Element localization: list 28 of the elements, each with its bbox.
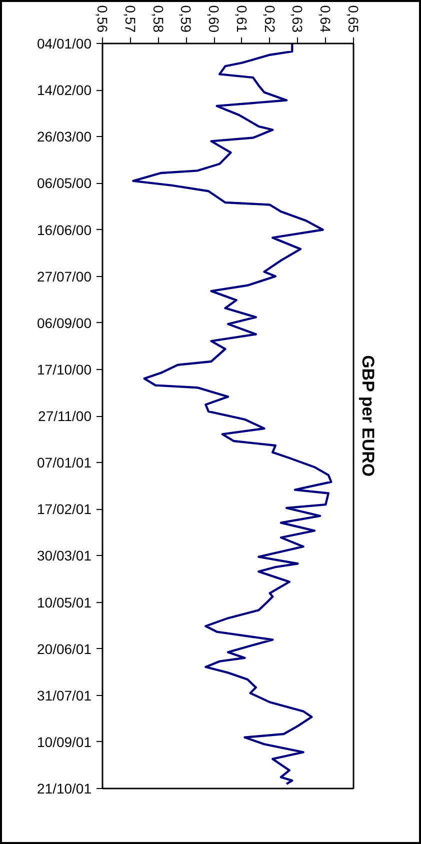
x-tick-label: 0,64 — [318, 5, 334, 33]
y-tick-label: 17/10/00 — [37, 361, 92, 378]
y-tick-label: 21/10/01 — [37, 780, 92, 796]
y-tick-label: 20/06/01 — [37, 640, 92, 657]
y-tick-label: 06/05/00 — [37, 175, 92, 192]
y-tick-label: 10/05/01 — [37, 594, 92, 610]
text: GBP per EURO — [358, 355, 378, 477]
x-tick-label: 0,56 — [94, 5, 110, 33]
y-tick-label: 26/03/00 — [37, 128, 92, 145]
y-tick-label: 06/09/00 — [37, 314, 92, 331]
x-tick-label: 0,62 — [262, 5, 278, 33]
y-tick-label: 04/01/00 — [37, 36, 92, 52]
x-tick-label: 0,57 — [122, 5, 138, 33]
y-tick-label: 30/03/01 — [37, 548, 92, 564]
y-tick-label: 07/01/01 — [37, 454, 92, 471]
x-tick-label: 0,63 — [290, 5, 306, 33]
x-tick-label: 0,65 — [346, 5, 362, 33]
x-tick-label: 0,60 — [206, 5, 222, 33]
y-tick-label: 14/02/00 — [37, 82, 92, 98]
x-tick-label: 0,58 — [150, 5, 166, 33]
y-tick-label: 17/02/01 — [37, 501, 92, 518]
y-tick-label: 31/07/01 — [37, 687, 92, 704]
y-tick-label: 27/11/00 — [38, 408, 92, 424]
x-tick-label: 0,61 — [234, 5, 250, 33]
y-tick-label: 16/06/00 — [37, 222, 92, 238]
y-tick-label: 27/07/00 — [37, 268, 92, 284]
x-tick-label: 0,59 — [178, 5, 194, 33]
y-tick-label: 10/09/01 — [37, 734, 92, 750]
